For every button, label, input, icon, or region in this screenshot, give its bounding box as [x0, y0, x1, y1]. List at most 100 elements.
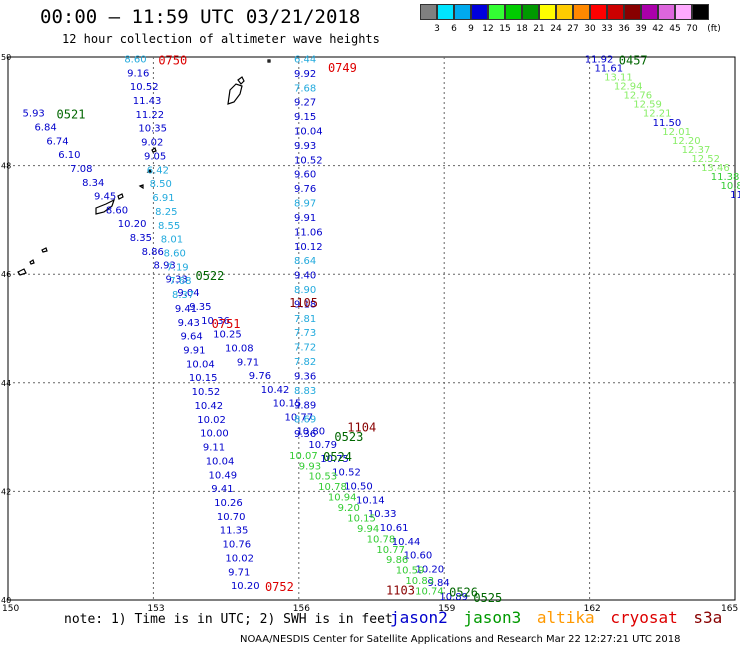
- track-time-label: 0524: [323, 450, 352, 464]
- wave-height-value: 10.94: [328, 493, 357, 504]
- wave-height-value: 9.16: [127, 68, 149, 79]
- wave-height-value: 7.68: [294, 83, 316, 94]
- wave-height-value: 9.05: [144, 151, 166, 162]
- wave-height-value: 9.86: [386, 555, 408, 566]
- colorbar-tick-label: 33: [601, 24, 613, 34]
- colorbar-tick-label: 30: [584, 24, 596, 34]
- wave-height-value: 10.15: [347, 513, 376, 524]
- island-coastline: [41, 247, 48, 253]
- lat-tick-label: 46: [1, 270, 11, 279]
- wave-height-value: 9.60: [294, 170, 316, 181]
- wave-height-value: 10.52: [294, 155, 323, 166]
- wave-height-value: 10.02: [197, 415, 226, 426]
- wave-height-value: 10.70: [217, 512, 246, 523]
- wave-height-value: 8.97: [294, 199, 316, 210]
- wave-height-value: 9.64: [180, 332, 202, 343]
- colorbar-tick-label: 45: [669, 24, 681, 34]
- wave-height-value: 8.83: [294, 386, 316, 397]
- wave-height-value: 10.74: [415, 587, 444, 598]
- wave-height-value: 8.69: [294, 415, 316, 426]
- wave-height-value: 8.60: [164, 248, 186, 259]
- page-subtitle: 12 hour collection of altimeter wave hei…: [62, 32, 380, 46]
- island-coastline: [146, 168, 152, 173]
- wave-height-value: 7.19: [166, 262, 188, 273]
- wave-height-value: 9.43: [178, 318, 200, 329]
- wave-height-value: 10.89: [439, 592, 468, 603]
- wave-height-value: 10.85: [720, 181, 740, 192]
- wave-height-value: 10.50: [344, 482, 373, 493]
- track-time-label: 0750: [158, 53, 187, 67]
- wave-height-value: 10.12: [294, 242, 323, 253]
- lon-tick-label: 150: [2, 604, 19, 614]
- colorbar-swatch: [607, 4, 624, 20]
- track-time-label: 1105: [289, 296, 318, 310]
- colorbar-swatch: [505, 4, 522, 20]
- wave-height-value: 9.27: [294, 98, 316, 109]
- wave-height-value: 9.45: [94, 192, 116, 203]
- wave-height-value: 6.84: [34, 123, 56, 134]
- wave-height-value: 13.11: [604, 73, 633, 84]
- wave-height-value: 10.49: [208, 470, 237, 481]
- wave-height-value: 8.50: [150, 179, 172, 190]
- wave-height-value: 11.43: [133, 96, 162, 107]
- track-time-label: 0525: [473, 591, 502, 605]
- wave-height-value: 9.89: [294, 400, 316, 411]
- wave-height-value: 8.55: [158, 221, 180, 232]
- wave-height-value: 9.20: [338, 503, 360, 514]
- wave-height-value: 10.42: [261, 385, 290, 396]
- wave-height-value: 10.53: [308, 472, 337, 483]
- wave-height-value: 9.84: [427, 578, 449, 589]
- wave-height-value: 9.41: [175, 304, 197, 315]
- legend-cryosat: cryosat: [610, 608, 678, 627]
- lon-tick-label: 153: [147, 604, 164, 614]
- wave-height-value: 9.94: [357, 524, 379, 535]
- wave-height-value: 10.15: [273, 399, 302, 410]
- wave-height-value: 10.61: [380, 523, 409, 534]
- wave-height-value: 10.78: [367, 534, 396, 545]
- colorbar-unit: (ft): [707, 24, 721, 34]
- wave-height-value: 11.38: [711, 172, 740, 183]
- colorbar-tick-label: 39: [635, 24, 647, 34]
- wave-height-value: 9.76: [294, 184, 316, 195]
- wave-height-value: 10.42: [194, 401, 223, 412]
- colorbar-tick-label: 6: [451, 24, 457, 34]
- wave-height-value: 10.25: [213, 330, 242, 341]
- wave-height-value: 9.93: [299, 461, 321, 472]
- island-coastline: [138, 184, 144, 190]
- lon-tick-label: 165: [721, 604, 738, 614]
- colorbar-tick-label: 27: [567, 24, 579, 34]
- wave-height-value: 9.02: [141, 138, 163, 149]
- wave-height-value: 10.75: [320, 454, 349, 465]
- colorbar-swatch: [573, 4, 590, 20]
- wave-height-value: 7.81: [294, 314, 316, 325]
- track-time-label: 1104: [347, 421, 376, 435]
- wave-height-value: 7.08: [70, 164, 92, 175]
- island-coastline: [17, 268, 27, 276]
- wave-height-value: 10.20: [231, 581, 260, 592]
- colorbar-tick-label: 21: [533, 24, 545, 34]
- colorbar-tick-label: 15: [499, 24, 511, 34]
- track-time-label: 0523: [334, 430, 363, 444]
- wave-height-value: 8.60: [106, 205, 128, 216]
- track-time-label: 0751: [212, 317, 241, 331]
- colorbar-swatch: [471, 4, 488, 20]
- lat-tick-label: 50: [1, 53, 11, 62]
- colorbar-tick-label: 24: [550, 24, 562, 34]
- legend-jason2: jason2: [390, 608, 448, 627]
- wave-height-value: 9.91: [183, 346, 205, 357]
- wave-height-value: 8.35: [130, 233, 152, 244]
- wave-height-value: 10.20: [118, 219, 147, 230]
- wave-height-value: 11.06: [294, 227, 323, 238]
- wave-height-value: 8.34: [82, 178, 104, 189]
- footnote: note: 1) Time is in UTC; 2) SWH is in fe…: [64, 612, 393, 627]
- track-time-label: 0457: [619, 53, 648, 67]
- wave-height-value: 11.5: [730, 190, 740, 201]
- wave-height-value: 11.61: [594, 63, 623, 74]
- wave-height-value: 12.37: [682, 145, 711, 156]
- wave-height-value: 10.77: [285, 412, 314, 423]
- wave-height-value: 12.76: [624, 91, 653, 102]
- wave-height-value: 7.82: [294, 357, 316, 368]
- wave-height-value: 6.44: [294, 54, 316, 65]
- wave-height-value: 10.44: [392, 537, 421, 548]
